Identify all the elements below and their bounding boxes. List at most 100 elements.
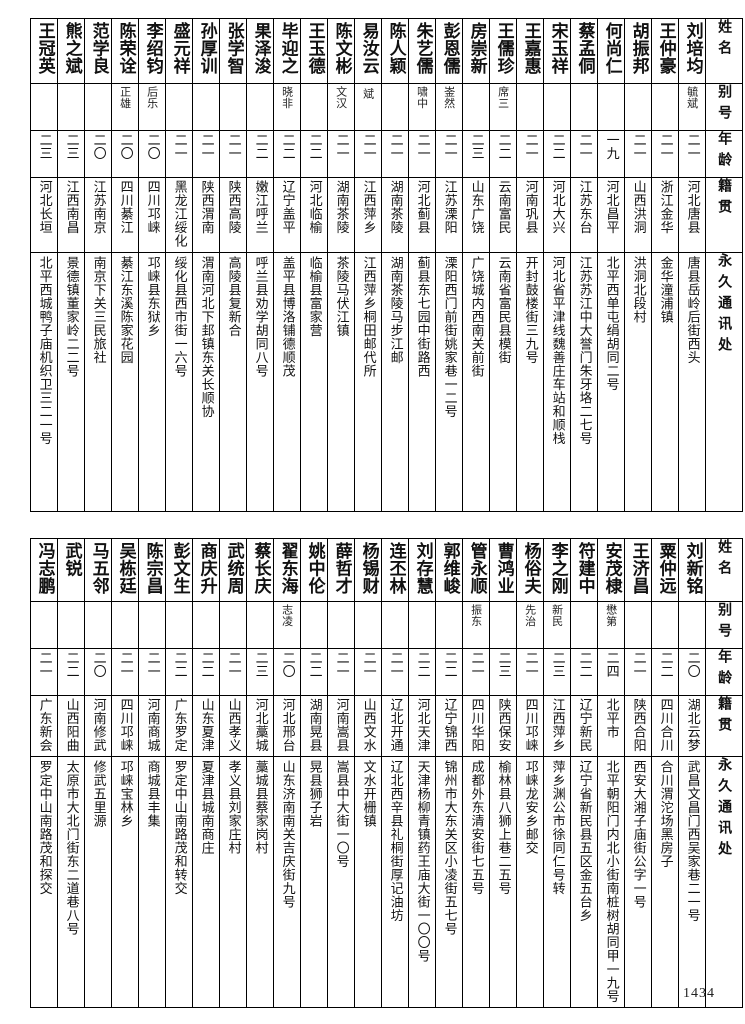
cell-alias bbox=[300, 600, 328, 649]
cell-alias: 啸中 bbox=[408, 83, 436, 131]
name-text: 蔡长庆 bbox=[250, 541, 271, 595]
cell-name: 杨锡财 bbox=[354, 537, 382, 602]
roster-table-2-body: 冯志鹏 武锐 马五邻 吴栋廷 陈宗昌 彭文生 商庆升 武统周 蔡长庆 翟东海 姚中伦 薛哲才 杨锡财 连丕… bbox=[30, 537, 743, 1008]
cell-alias: 文汉 bbox=[327, 83, 355, 131]
table-separator bbox=[30, 512, 721, 538]
cell-name: 王冠英 bbox=[30, 18, 58, 84]
address-text: 邛崃龙安乡邮交 bbox=[522, 759, 538, 855]
address-text: 邛崃县东狱乡 bbox=[144, 255, 160, 337]
origin-text: 四川邛崃 bbox=[522, 697, 538, 752]
cell-alias bbox=[678, 600, 706, 649]
origin-text: 辽宁锦西 bbox=[441, 697, 457, 752]
age-text: 二一 bbox=[630, 133, 646, 160]
origin-text: 河南嵩县 bbox=[333, 697, 349, 752]
age-text: 二二 bbox=[414, 650, 430, 678]
cell-address: 景德镇董家岭二二号 bbox=[57, 251, 85, 512]
cell-name: 杨俗夫 bbox=[516, 537, 544, 602]
origin-text: 山西孝义 bbox=[225, 697, 241, 752]
name-text: 王玉德 bbox=[304, 22, 325, 75]
name-text: 马五邻 bbox=[88, 541, 109, 595]
age-text: 二〇 bbox=[117, 133, 133, 160]
address-text: 太原市大北门街东二道巷八号 bbox=[63, 759, 79, 936]
name-text: 熊之斌 bbox=[61, 22, 82, 75]
row-header-label: 永久通讯处 bbox=[716, 252, 733, 358]
alias-text: 晓非 bbox=[280, 86, 294, 109]
address-text: 唐县岳岭后街西头 bbox=[684, 255, 700, 364]
cell-age: 二二 bbox=[192, 647, 220, 696]
row-header-alias: 别号 bbox=[705, 600, 743, 649]
name-text: 张学智 bbox=[223, 22, 244, 75]
origin-text: 河南商城 bbox=[144, 697, 160, 752]
cell-address: 金华潼浦镇 bbox=[651, 251, 679, 512]
address-text: 文水开栅镇 bbox=[360, 759, 376, 828]
origin-text: 四川合川 bbox=[657, 697, 673, 752]
table1-row-alias: 正雄 后乐 晓非 文汉斌 啸中 崟然 席三 毓斌 别号 bbox=[30, 83, 743, 131]
cell-alias: 席三 bbox=[489, 83, 517, 131]
cell-name: 张学智 bbox=[219, 18, 247, 84]
cell-name: 王仲豪 bbox=[651, 18, 679, 84]
cell-age: 二三 bbox=[57, 130, 85, 178]
row-header-label: 别号 bbox=[716, 601, 733, 644]
cell-age: 二一 bbox=[516, 647, 544, 696]
cell-alias bbox=[246, 600, 274, 649]
cell-origin: 辽宁盖平 bbox=[273, 177, 301, 253]
name-text: 彭恩儒 bbox=[439, 22, 460, 75]
cell-origin: 江苏溧阳 bbox=[435, 177, 463, 253]
cell-address: 武昌文昌门西吴家巷二一号 bbox=[678, 755, 706, 1008]
cell-alias bbox=[30, 600, 58, 649]
cell-origin: 河北昌平 bbox=[597, 177, 625, 253]
alias-text: 斌 bbox=[361, 87, 375, 100]
name-text: 姚中伦 bbox=[304, 541, 325, 595]
origin-text: 陕西高陵 bbox=[225, 180, 241, 234]
name-text: 陈文彬 bbox=[331, 22, 352, 75]
age-text: 二三 bbox=[63, 133, 79, 160]
cell-origin: 河南巩县 bbox=[516, 177, 544, 253]
name-text: 蔡孟侗 bbox=[574, 22, 595, 75]
name-text: 胡振邦 bbox=[628, 22, 649, 75]
age-text: 二一 bbox=[657, 133, 673, 160]
cell-alias bbox=[570, 83, 598, 131]
name-text: 王嘉惠 bbox=[520, 22, 541, 75]
address-text: 洪洞北段村 bbox=[630, 255, 646, 324]
origin-text: 山东广饶 bbox=[468, 180, 484, 234]
cell-address: 溧阳西门前街姚家巷一二号 bbox=[435, 251, 463, 512]
address-text: 渭南河北下邽镇东关长顺协 bbox=[198, 255, 214, 418]
origin-text: 湖南晃县 bbox=[306, 697, 322, 752]
row-header-name: 姓名 bbox=[705, 18, 743, 84]
cell-age: 二一 bbox=[192, 130, 220, 178]
cell-name: 蔡孟侗 bbox=[570, 18, 598, 84]
cell-name: 王儒珍 bbox=[489, 18, 517, 84]
age-text: 二〇 bbox=[684, 650, 700, 678]
origin-text: 湖南茶陵 bbox=[387, 180, 403, 234]
origin-text: 山西阳曲 bbox=[63, 697, 79, 752]
row-header-origin: 籍贯 bbox=[705, 694, 743, 757]
cell-name: 陈荣诠 bbox=[111, 18, 139, 84]
origin-text: 四川华阳 bbox=[468, 697, 484, 752]
alias-text: 振东 bbox=[469, 603, 483, 627]
address-text: 嵩县中大街一〇号 bbox=[333, 759, 349, 868]
address-text: 北平西城鸭子庙机织卫三二一号 bbox=[36, 255, 52, 445]
row-header-label: 年龄 bbox=[716, 131, 733, 173]
name-text: 刘存慧 bbox=[412, 541, 433, 595]
cell-name: 安茂棣 bbox=[597, 537, 625, 602]
age-text: 二一 bbox=[522, 650, 538, 678]
age-text: 二〇 bbox=[90, 133, 106, 160]
origin-text: 嫩江呼兰 bbox=[252, 180, 268, 234]
cell-origin: 广东罗定 bbox=[165, 694, 193, 757]
cell-address: 洪洞北段村 bbox=[624, 251, 652, 512]
age-text: 二三 bbox=[252, 650, 268, 678]
cell-alias bbox=[624, 83, 652, 131]
origin-text: 江西南昌 bbox=[63, 180, 79, 234]
name-text: 武统周 bbox=[223, 541, 244, 595]
cell-address: 嵩县中大街一〇号 bbox=[327, 755, 355, 1008]
origin-text: 江西萍乡 bbox=[549, 697, 565, 752]
cell-name: 熊之斌 bbox=[57, 18, 85, 84]
cell-origin: 湖南茶陵 bbox=[381, 177, 409, 253]
address-text: 成都外东清安街七五号 bbox=[468, 759, 484, 895]
origin-text: 江苏南京 bbox=[90, 180, 106, 234]
age-text: 二二 bbox=[252, 133, 268, 160]
cell-origin: 陕西渭南 bbox=[192, 177, 220, 253]
name-text: 李之刚 bbox=[547, 541, 568, 595]
cell-address: 成都外东清安街七五号 bbox=[462, 755, 490, 1008]
cell-alias bbox=[381, 600, 409, 649]
